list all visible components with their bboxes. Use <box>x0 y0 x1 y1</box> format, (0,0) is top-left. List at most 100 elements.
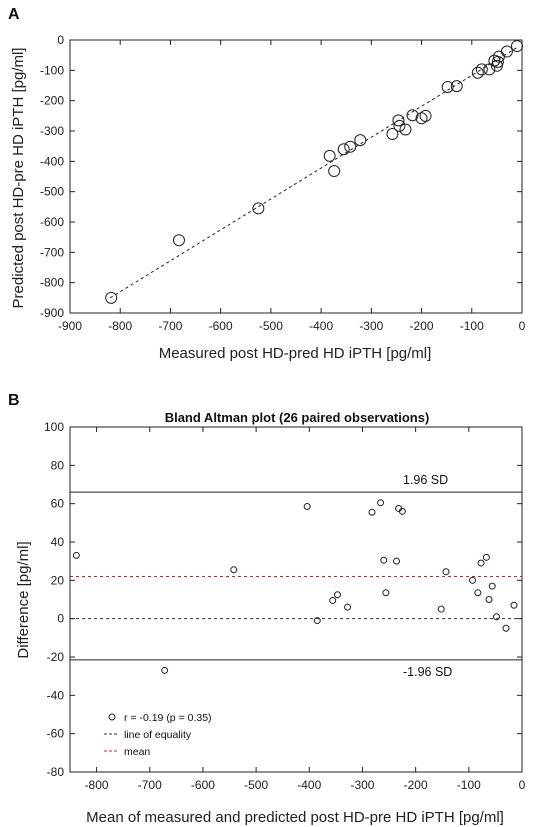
data-point <box>399 123 412 136</box>
data-point <box>398 507 406 515</box>
data-point <box>382 589 390 597</box>
panel-a-plot-frame <box>69 39 523 314</box>
panel-b-x-axis-label: Mean of measured and predicted post HD-p… <box>86 809 504 826</box>
y-tick-label: 40 <box>51 535 65 549</box>
data-point <box>105 291 118 304</box>
data-point <box>333 591 341 599</box>
y-tick-label: -400 <box>40 154 64 168</box>
data-point <box>415 112 428 125</box>
x-tick-label: -200 <box>410 319 434 333</box>
data-point <box>393 557 401 565</box>
data-point <box>354 134 367 147</box>
y-tick-label: -20 <box>47 650 65 664</box>
data-point <box>328 165 341 178</box>
data-point <box>441 81 454 94</box>
data-point <box>483 63 496 76</box>
data-point <box>492 613 500 621</box>
data-point <box>230 566 238 574</box>
x-tick-label: -400 <box>297 778 321 792</box>
y-tick-label: 60 <box>51 497 65 511</box>
panel-a-y-axis-label: Predicted post HD-pre HD iPTH [pg/ml] <box>10 48 27 309</box>
data-point <box>393 119 406 132</box>
legend-label: line of equality <box>124 729 192 741</box>
x-tick-label: -300 <box>350 778 374 792</box>
legend-marker-circle <box>108 713 116 721</box>
panel-b-chart: -800 -700 -600 -500 -400 -300 -200 -100 01008060… <box>44 420 526 792</box>
x-tick-label: -500 <box>244 778 268 792</box>
data-point <box>392 114 405 127</box>
data-point <box>450 80 463 93</box>
data-point <box>377 499 385 507</box>
data-point <box>469 576 477 584</box>
y-tick-label: 0 <box>57 33 64 47</box>
data-point <box>442 568 450 576</box>
data-point <box>477 559 485 567</box>
x-tick-label: -300 <box>359 319 383 333</box>
y-tick-label: 0 <box>57 612 64 626</box>
data-point <box>488 582 496 590</box>
panel-a-chart: -900 -800 -700 -600 -500 -400 -300 -200 -100 0 0 -1… <box>40 33 526 333</box>
lower-limit-label: -1.96 SD <box>403 665 452 679</box>
y-tick-label: -60 <box>47 727 65 741</box>
y-tick-label: -700 <box>40 245 64 259</box>
x-tick-label: 0 <box>519 778 526 792</box>
data-point <box>344 140 357 153</box>
data-point <box>380 556 388 564</box>
data-point <box>368 508 376 516</box>
x-tick-label: -600 <box>191 778 215 792</box>
x-tick-label: -700 <box>138 778 162 792</box>
x-tick-label: -800 <box>85 778 109 792</box>
panel-a-label: A <box>8 6 20 23</box>
data-point <box>303 503 311 511</box>
panel-b-plot-frame <box>69 426 523 773</box>
data-point <box>500 45 513 58</box>
panel-b-label: B <box>8 392 20 409</box>
y-tick-label: -900 <box>40 306 64 320</box>
data-point <box>252 202 265 215</box>
x-tick-label: -400 <box>309 319 333 333</box>
x-tick-label: -500 <box>259 319 283 333</box>
data-point <box>313 617 321 625</box>
data-point <box>475 63 488 76</box>
data-point <box>491 55 504 68</box>
y-tick-label: -100 <box>40 63 64 77</box>
data-point <box>437 605 445 613</box>
data-point <box>72 551 80 559</box>
data-point <box>419 109 432 122</box>
data-point <box>482 553 490 561</box>
data-point <box>471 66 484 79</box>
data-point <box>510 601 518 609</box>
y-tick-label: -500 <box>40 185 64 199</box>
x-tick-label: -100 <box>460 319 484 333</box>
legend-label: r = -0.19 (p = 0.35) <box>124 712 212 724</box>
panel-b-y-axis-label: Difference [pg/ml] <box>15 541 32 658</box>
data-point <box>406 109 419 122</box>
x-tick-label: -800 <box>108 319 132 333</box>
data-point <box>323 149 336 162</box>
panel-b-title: Bland Altman plot (26 paired observation… <box>165 410 430 425</box>
data-point <box>474 589 482 597</box>
y-tick-label: -300 <box>40 124 64 138</box>
data-point <box>172 234 185 247</box>
y-tick-label: -80 <box>47 765 65 779</box>
data-point <box>502 624 510 632</box>
data-point <box>337 143 350 156</box>
data-point <box>161 666 169 674</box>
data-point <box>485 596 493 603</box>
y-tick-label: -600 <box>40 215 64 229</box>
legend: r = -0.19 (p = 0.35) line of equality mean <box>104 712 212 758</box>
y-tick-label: 80 <box>51 458 65 472</box>
x-tick-label: -900 <box>58 319 82 333</box>
data-point <box>386 128 399 141</box>
x-tick-label: -100 <box>457 778 481 792</box>
panel-a-x-axis-label: Measured post HD-pred HD iPTH [pg/ml] <box>159 345 432 362</box>
y-tick-label: -40 <box>47 688 65 702</box>
x-tick-label: -700 <box>158 319 182 333</box>
data-point <box>329 596 337 604</box>
x-tick-label: 0 <box>519 319 526 333</box>
y-tick-label: -200 <box>40 94 64 108</box>
y-tick-label: 100 <box>44 420 64 434</box>
x-tick-label: -200 <box>404 778 428 792</box>
x-tick-label: -600 <box>209 319 233 333</box>
